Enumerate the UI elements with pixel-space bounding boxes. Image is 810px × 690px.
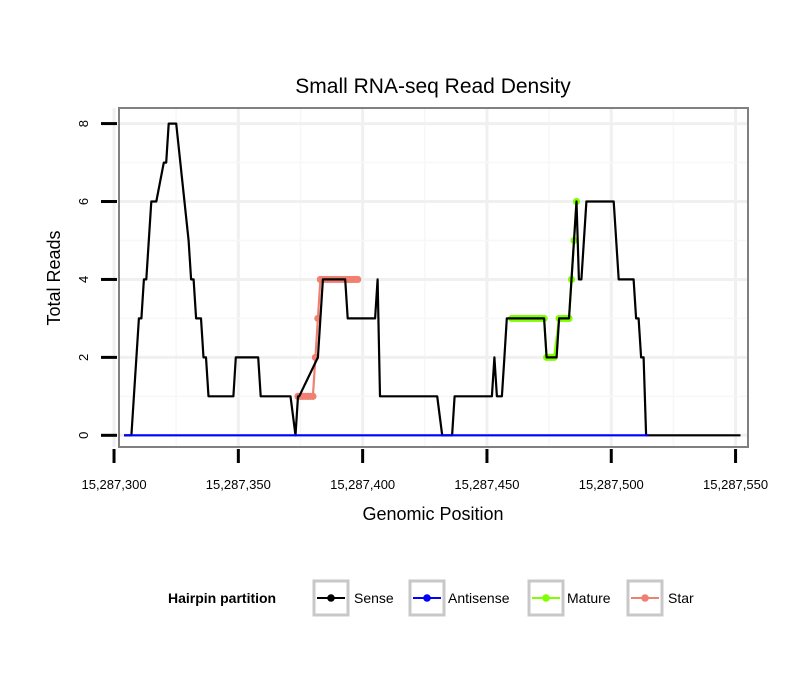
x-tick-label: 15,287,350 [206,477,271,492]
series-line-sense [124,122,741,437]
legend-label: Mature [567,590,611,606]
y-axis: 0 2 4 6 8 [76,120,117,439]
legend-title: Hairpin partition [168,590,276,606]
legend-key-point [542,594,550,602]
legend-label: Star [668,590,694,606]
y-tick-label: 8 [76,120,91,127]
y-axis-title: Total Reads [44,230,64,325]
chart-title: Small RNA-seq Read Density [295,75,571,98]
y-tick-label: 6 [76,198,91,205]
y-tick-label: 2 [76,354,91,361]
x-tick-label: 15,287,550 [703,477,768,492]
legend-item-sense: Sense [312,579,394,617]
x-axis: 15,287,300 15,287,350 15,287,400 15,287,450… [81,449,768,492]
legend-item-star: Star [626,579,694,617]
data-point-star [309,392,317,400]
legend-key-point [423,594,431,602]
legend: Hairpin partition Sense Antisense Mature St… [168,579,694,617]
x-tick-label: 15,287,400 [330,477,395,492]
series-sense [124,122,741,437]
legend-item-antisense: Antisense [408,579,510,617]
legend-item-mature: Mature [527,579,611,617]
x-tick-label: 15,287,450 [454,477,519,492]
series-layer [124,122,741,437]
y-tick-label: 0 [76,432,91,439]
x-tick-label: 15,287,300 [81,477,146,492]
plot-border [118,107,749,448]
series-star [294,275,362,400]
x-axis-title: Genomic Position [362,504,503,524]
x-tick-label: 15,287,500 [579,477,644,492]
data-point-star [354,275,362,284]
grid [112,108,748,447]
y-tick-label: 4 [76,276,91,283]
legend-label: Antisense [448,590,510,606]
legend-key-point [641,594,649,602]
legend-label: Sense [354,590,394,606]
plot-background [119,108,748,447]
legend-key-point [327,594,335,602]
